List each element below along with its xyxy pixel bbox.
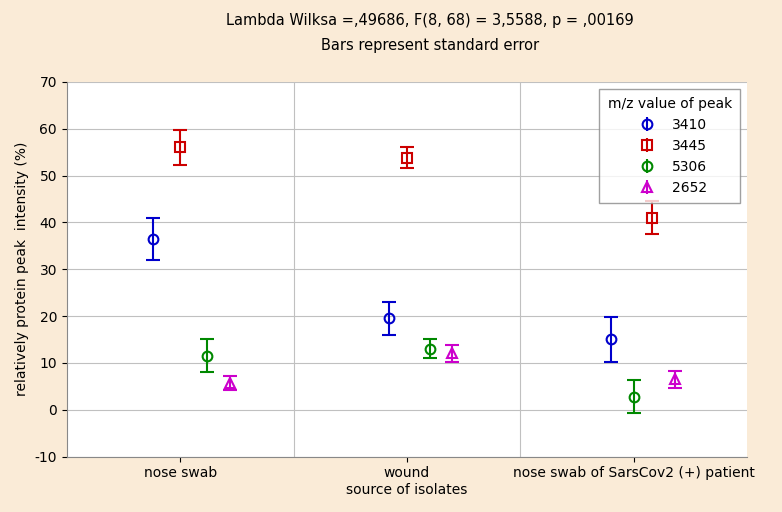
Y-axis label: relatively protein peak  intensity (%): relatively protein peak intensity (%) <box>15 142 29 396</box>
Legend: 3410, 3445, 5306, 2652: 3410, 3445, 5306, 2652 <box>599 89 740 203</box>
Text: Lambda Wilksa =,49686, F(8, 68) = 3,5588, p = ,00169: Lambda Wilksa =,49686, F(8, 68) = 3,5588… <box>226 13 634 28</box>
Text: Bars represent standard error: Bars represent standard error <box>321 38 539 53</box>
X-axis label: source of isolates: source of isolates <box>346 483 468 497</box>
